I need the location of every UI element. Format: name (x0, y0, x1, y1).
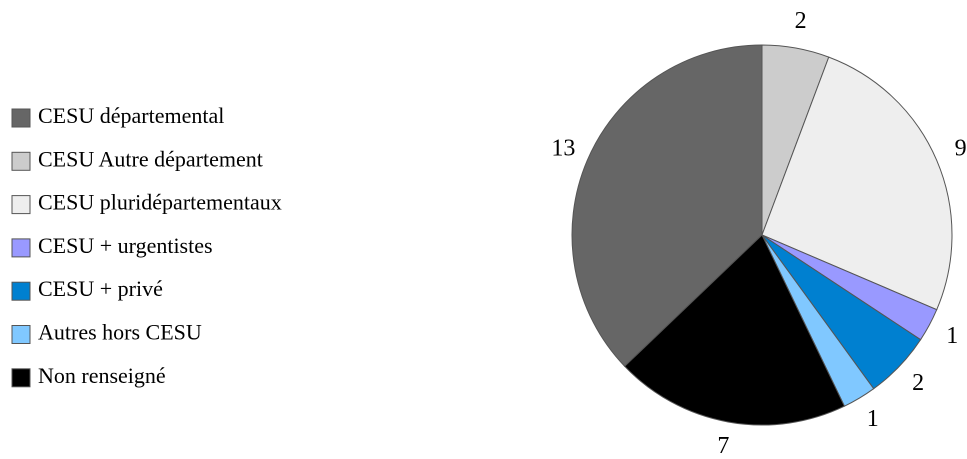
data-label: 1 (867, 406, 879, 432)
pie-slice (571, 44, 763, 368)
legend-swatch (11, 325, 31, 344)
legend-label: Non renseigné (38, 363, 166, 388)
legend-swatch (11, 195, 31, 215)
data-label: 1 (946, 323, 958, 349)
legend-label: CESU Autre département (38, 146, 263, 171)
legend-label: CESU départemental (38, 103, 224, 128)
legend-label: CESU + urgentistes (38, 233, 213, 258)
legend-swatch (11, 238, 31, 258)
legend-swatch (11, 151, 31, 171)
legend-label: CESU pluridépartementaux (38, 190, 282, 215)
data-label: 13 (551, 136, 575, 162)
legend-swatch (11, 108, 31, 128)
legend-label: CESU + privé (38, 276, 163, 301)
pie-slice (623, 234, 846, 426)
data-label: 9 (955, 136, 967, 162)
legend-label: Autres hors CESU (38, 320, 202, 345)
legend-swatch (11, 368, 31, 388)
data-label: 2 (912, 370, 924, 396)
data-label: 7 (717, 433, 729, 459)
pie-slice (761, 56, 953, 311)
data-label: 2 (795, 8, 807, 34)
legend-swatch (11, 281, 31, 301)
